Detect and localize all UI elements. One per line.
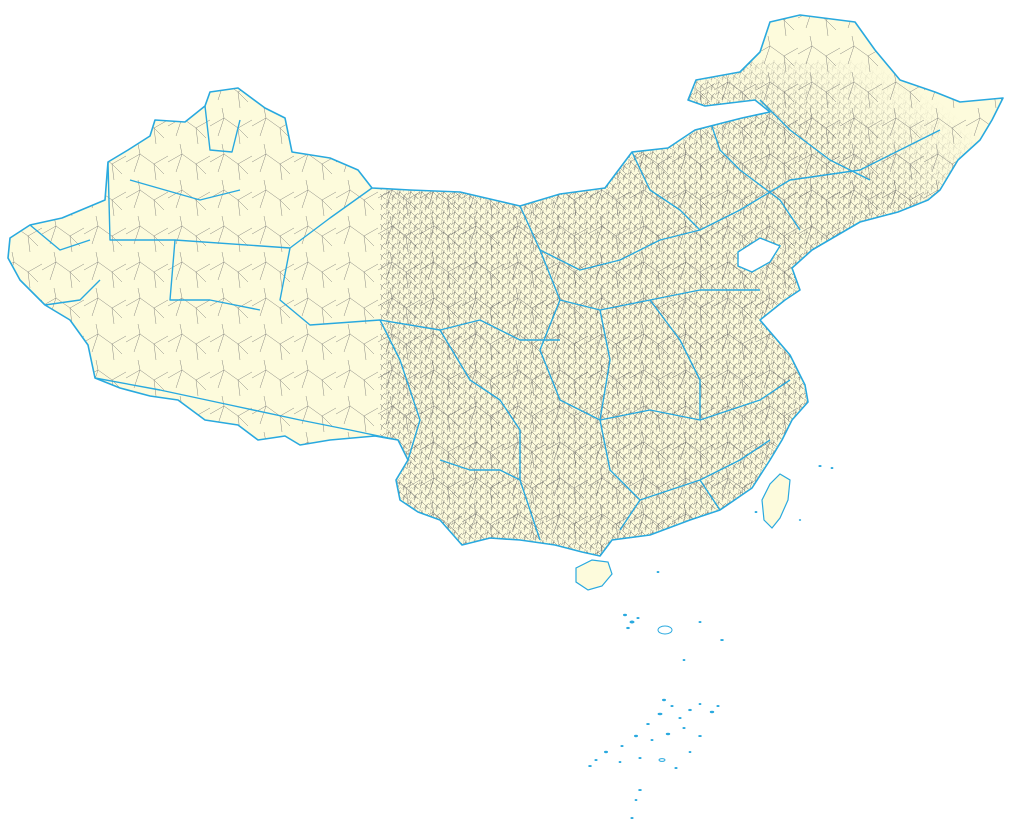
hainan-island xyxy=(575,559,613,591)
south-sea-islands xyxy=(588,465,834,819)
bohai-sea xyxy=(737,237,782,273)
taiwan-island xyxy=(761,473,791,529)
province-boundaries xyxy=(29,99,941,541)
